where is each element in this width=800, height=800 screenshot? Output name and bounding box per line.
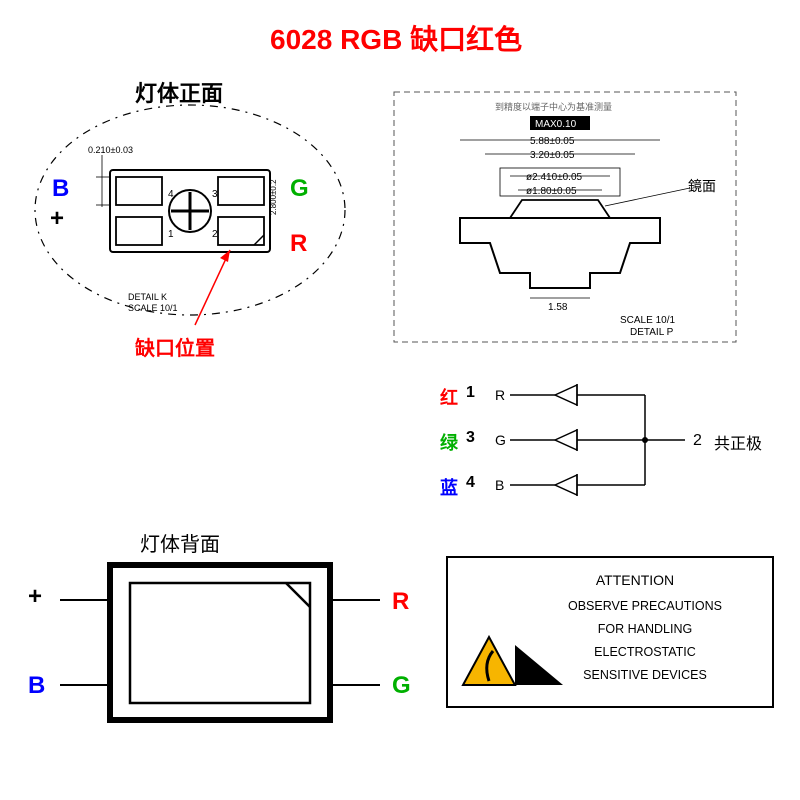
svg-text:5.88±0.05: 5.88±0.05	[530, 136, 575, 147]
svg-text:OBSERVE PRECAUTIONS: OBSERVE PRECAUTIONS	[568, 599, 722, 613]
back-view-label: 灯体背面	[140, 528, 220, 557]
back-pin-g: G	[392, 672, 411, 700]
sch-green-cn: 绿	[440, 429, 458, 455]
sch-blue-num: 4	[466, 474, 475, 492]
svg-text:ø2.410±0.05: ø2.410±0.05	[526, 172, 583, 183]
side-view-diagram: 到精度以端子中心为基准测量 MAX0.10 5.88±0.05 3.20±0.0…	[390, 88, 740, 348]
svg-text:到精度以端子中心为基准测量: 到精度以端子中心为基准测量	[495, 101, 612, 112]
svg-text:DETAIL P: DETAIL P	[630, 327, 674, 338]
svg-text:B: B	[495, 477, 504, 493]
front-view-diagram: 4 3 2 1 0.210±0.03 2.800±0.2 DETAIL K SC…	[20, 95, 360, 335]
front-pin-r: R	[290, 230, 307, 258]
sch-red-cn: 红	[440, 384, 458, 410]
svg-text:1: 1	[168, 229, 174, 240]
svg-text:SCALE 10/1: SCALE 10/1	[128, 303, 178, 313]
back-view-diagram	[30, 555, 410, 735]
sch-blue-cn: 蓝	[440, 474, 458, 500]
svg-text:2: 2	[693, 432, 702, 449]
front-pin-plus: +	[50, 205, 64, 233]
svg-text:DETAIL K: DETAIL K	[128, 292, 167, 302]
svg-text:2: 2	[212, 229, 218, 240]
back-pin-r: R	[392, 588, 409, 616]
sch-common-label: 共正极	[714, 430, 762, 454]
svg-text:ELECTROSTATIC: ELECTROSTATIC	[594, 645, 696, 659]
svg-text:MAX0.10: MAX0.10	[535, 119, 577, 130]
sch-green-num: 3	[466, 429, 475, 447]
svg-text:ATTENTION: ATTENTION	[596, 572, 674, 588]
svg-text:SENSITIVE DEVICES: SENSITIVE DEVICES	[583, 668, 707, 682]
svg-text:3.20±0.05: 3.20±0.05	[530, 150, 575, 161]
svg-text:0.210±0.03: 0.210±0.03	[88, 145, 133, 155]
svg-text:G: G	[495, 432, 506, 448]
back-pin-plus: +	[28, 583, 42, 611]
svg-text:FOR HANDLING: FOR HANDLING	[598, 622, 692, 636]
main-title: 6028 RGB 缺口红色	[270, 18, 522, 58]
svg-text:R: R	[495, 387, 505, 403]
svg-text:ø1.80±0.05: ø1.80±0.05	[526, 186, 577, 197]
svg-text:3: 3	[212, 189, 218, 200]
back-pin-b: B	[28, 672, 45, 700]
front-pin-g: G	[290, 175, 309, 203]
svg-text:2.800±0.2: 2.800±0.2	[269, 179, 278, 215]
svg-text:1.58: 1.58	[548, 302, 568, 313]
mirror-label: 鏡面	[688, 176, 716, 196]
svg-text:SCALE 10/1: SCALE 10/1	[620, 315, 675, 326]
notch-label: 缺口位置	[135, 332, 215, 361]
esd-box: ATTENTION OBSERVE PRECAUTIONS FOR HANDLI…	[445, 555, 775, 710]
front-pin-b: B	[52, 175, 69, 203]
sch-red-num: 1	[466, 384, 475, 402]
